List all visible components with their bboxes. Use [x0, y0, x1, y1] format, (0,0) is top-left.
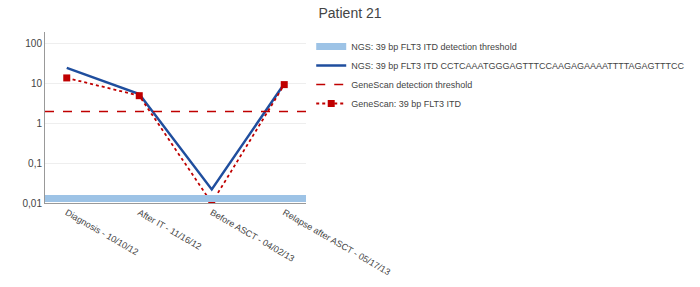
- svg-text:100: 100: [25, 38, 42, 49]
- svg-text:0,1: 0,1: [28, 158, 42, 169]
- svg-text:After IT - 11/16/12: After IT - 11/16/12: [136, 207, 203, 252]
- svg-text:GeneScan: 39 bp FLT3 ITD: GeneScan: 39 bp FLT3 ITD: [351, 99, 461, 109]
- svg-text:NGS: 39 bp FLT3 ITD detection: NGS: 39 bp FLT3 ITD detection threshold: [351, 42, 516, 52]
- svg-text:GeneScan detection threshold: GeneScan detection threshold: [351, 80, 472, 90]
- svg-text:0,01: 0,01: [23, 198, 43, 209]
- svg-text:Relapse after ASCT - 05/17/13: Relapse after ASCT - 05/17/13: [281, 207, 392, 277]
- svg-text:1: 1: [36, 118, 42, 129]
- svg-text:Diagnosis - 10/10/12: Diagnosis - 10/10/12: [64, 207, 141, 257]
- svg-text:Patient 21: Patient 21: [318, 5, 381, 21]
- svg-text:Before ASCT - 04/02/13: Before ASCT - 04/02/13: [209, 207, 297, 263]
- svg-text:NGS: 39 bp FLT3 ITD CCTCAAATGG: NGS: 39 bp FLT3 ITD CCTCAAATGGGAGTTTCCAA…: [351, 61, 684, 71]
- svg-text:10: 10: [31, 78, 43, 89]
